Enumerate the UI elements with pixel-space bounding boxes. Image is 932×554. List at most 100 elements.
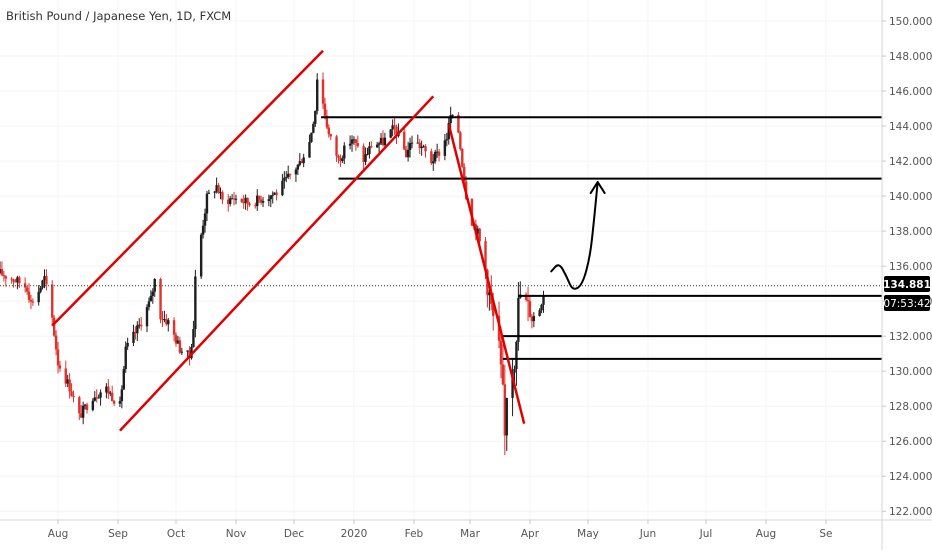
candle-body	[383, 137, 387, 146]
candle-body	[308, 142, 311, 158]
time-tick-label: Oct	[167, 528, 185, 540]
candle-body	[528, 301, 532, 318]
price-tick-label: 128.000	[889, 401, 932, 413]
candle-body	[271, 194, 274, 196]
candle-body	[356, 143, 360, 147]
candle-body	[85, 404, 89, 410]
chart-title: British Pound / Japanese Yen, 1D, FXCM	[6, 9, 231, 23]
candle-body	[0, 269, 4, 276]
candle-body	[4, 276, 8, 279]
candle-body	[2, 275, 6, 277]
candle-body	[532, 315, 536, 322]
candle-body	[323, 103, 327, 116]
candle-body	[78, 397, 81, 414]
candle-body	[161, 319, 164, 321]
candle-body	[459, 132, 462, 150]
price-tick-label: 146.000	[889, 86, 932, 98]
candle-body	[312, 123, 315, 133]
candle-body	[410, 142, 414, 144]
candle-body	[404, 149, 408, 158]
candle-body	[194, 276, 197, 330]
candle-body	[343, 145, 346, 159]
candle-body	[339, 157, 342, 162]
candle-body	[463, 166, 466, 182]
countdown-label: 07:53:42	[883, 298, 930, 310]
candle-body	[14, 281, 17, 283]
price-tick-label: 122.000	[889, 506, 932, 518]
candle-body	[375, 144, 379, 148]
price-tick-label: 150.000	[889, 16, 932, 28]
candle-body	[379, 137, 383, 144]
candle-body	[377, 143, 381, 145]
candle-body	[542, 295, 545, 305]
candle-body	[31, 301, 35, 303]
candle-body	[316, 79, 319, 111]
candle-body	[422, 146, 425, 148]
candle-body	[288, 173, 292, 175]
candle-body	[217, 185, 220, 193]
candle-body	[172, 320, 176, 335]
price-tick-label: 124.000	[889, 471, 932, 483]
candle-body	[70, 391, 73, 396]
candle-body	[29, 299, 33, 302]
candle-body	[499, 340, 503, 365]
candle-body	[56, 349, 60, 366]
candle-body	[138, 324, 141, 326]
candle-body	[167, 320, 170, 325]
candle-body	[68, 379, 71, 392]
candle-body	[281, 180, 284, 196]
candle-body	[350, 139, 354, 144]
time-tick-label: Feb	[405, 528, 424, 540]
time-tick-label: Nov	[226, 528, 247, 540]
candle-body	[513, 369, 516, 373]
candle-body	[134, 331, 137, 334]
candle-body	[329, 134, 332, 137]
candle-body	[285, 176, 288, 178]
candle-body	[91, 400, 95, 410]
candle-body	[408, 143, 412, 150]
candle-body	[41, 280, 44, 288]
candle-body	[286, 173, 290, 177]
candle-body	[261, 201, 265, 203]
candle-body	[256, 195, 259, 207]
candle-body	[153, 278, 156, 292]
candle-body	[321, 79, 325, 104]
candle-body	[540, 304, 543, 311]
candle-body	[81, 405, 85, 418]
candle-body	[451, 114, 454, 116]
candle-body	[132, 331, 135, 343]
candle-body	[54, 335, 58, 350]
candle-body	[244, 197, 247, 203]
candle-body	[418, 142, 421, 149]
candle-body	[110, 392, 114, 402]
candle-body	[37, 291, 40, 303]
candle-body	[124, 346, 127, 370]
last-price-label: 134.881	[883, 279, 931, 291]
candle-body	[296, 164, 300, 170]
candle-body	[435, 151, 439, 153]
candle-body	[221, 192, 224, 200]
trendline	[119, 95, 435, 432]
candle-body	[201, 225, 205, 235]
candle-body	[66, 379, 69, 384]
candle-body	[325, 115, 329, 128]
time-tick-label: Jun	[639, 528, 656, 540]
candle-body	[199, 234, 203, 277]
price-axis-ticks[interactable]: 122.000 124.000 126.000 128.000 130.000 132.0…	[882, 16, 932, 518]
candle-body	[149, 295, 153, 302]
time-axis-ticks[interactable]: Aug Sep Oct Nov Dec 2020 Feb Mar Apr May Jun Jul Aug…	[48, 520, 833, 540]
candle-body	[180, 351, 184, 353]
candle-body	[505, 397, 508, 436]
projection-arrow	[550, 181, 606, 290]
candle-body	[393, 125, 396, 127]
candle-body	[118, 401, 122, 404]
candle-body	[72, 395, 75, 398]
candle-body	[64, 368, 67, 384]
time-tick-label: Aug	[756, 528, 777, 540]
candle-body	[0, 269, 2, 274]
candle-body	[51, 284, 54, 318]
candle-body	[16, 277, 19, 283]
